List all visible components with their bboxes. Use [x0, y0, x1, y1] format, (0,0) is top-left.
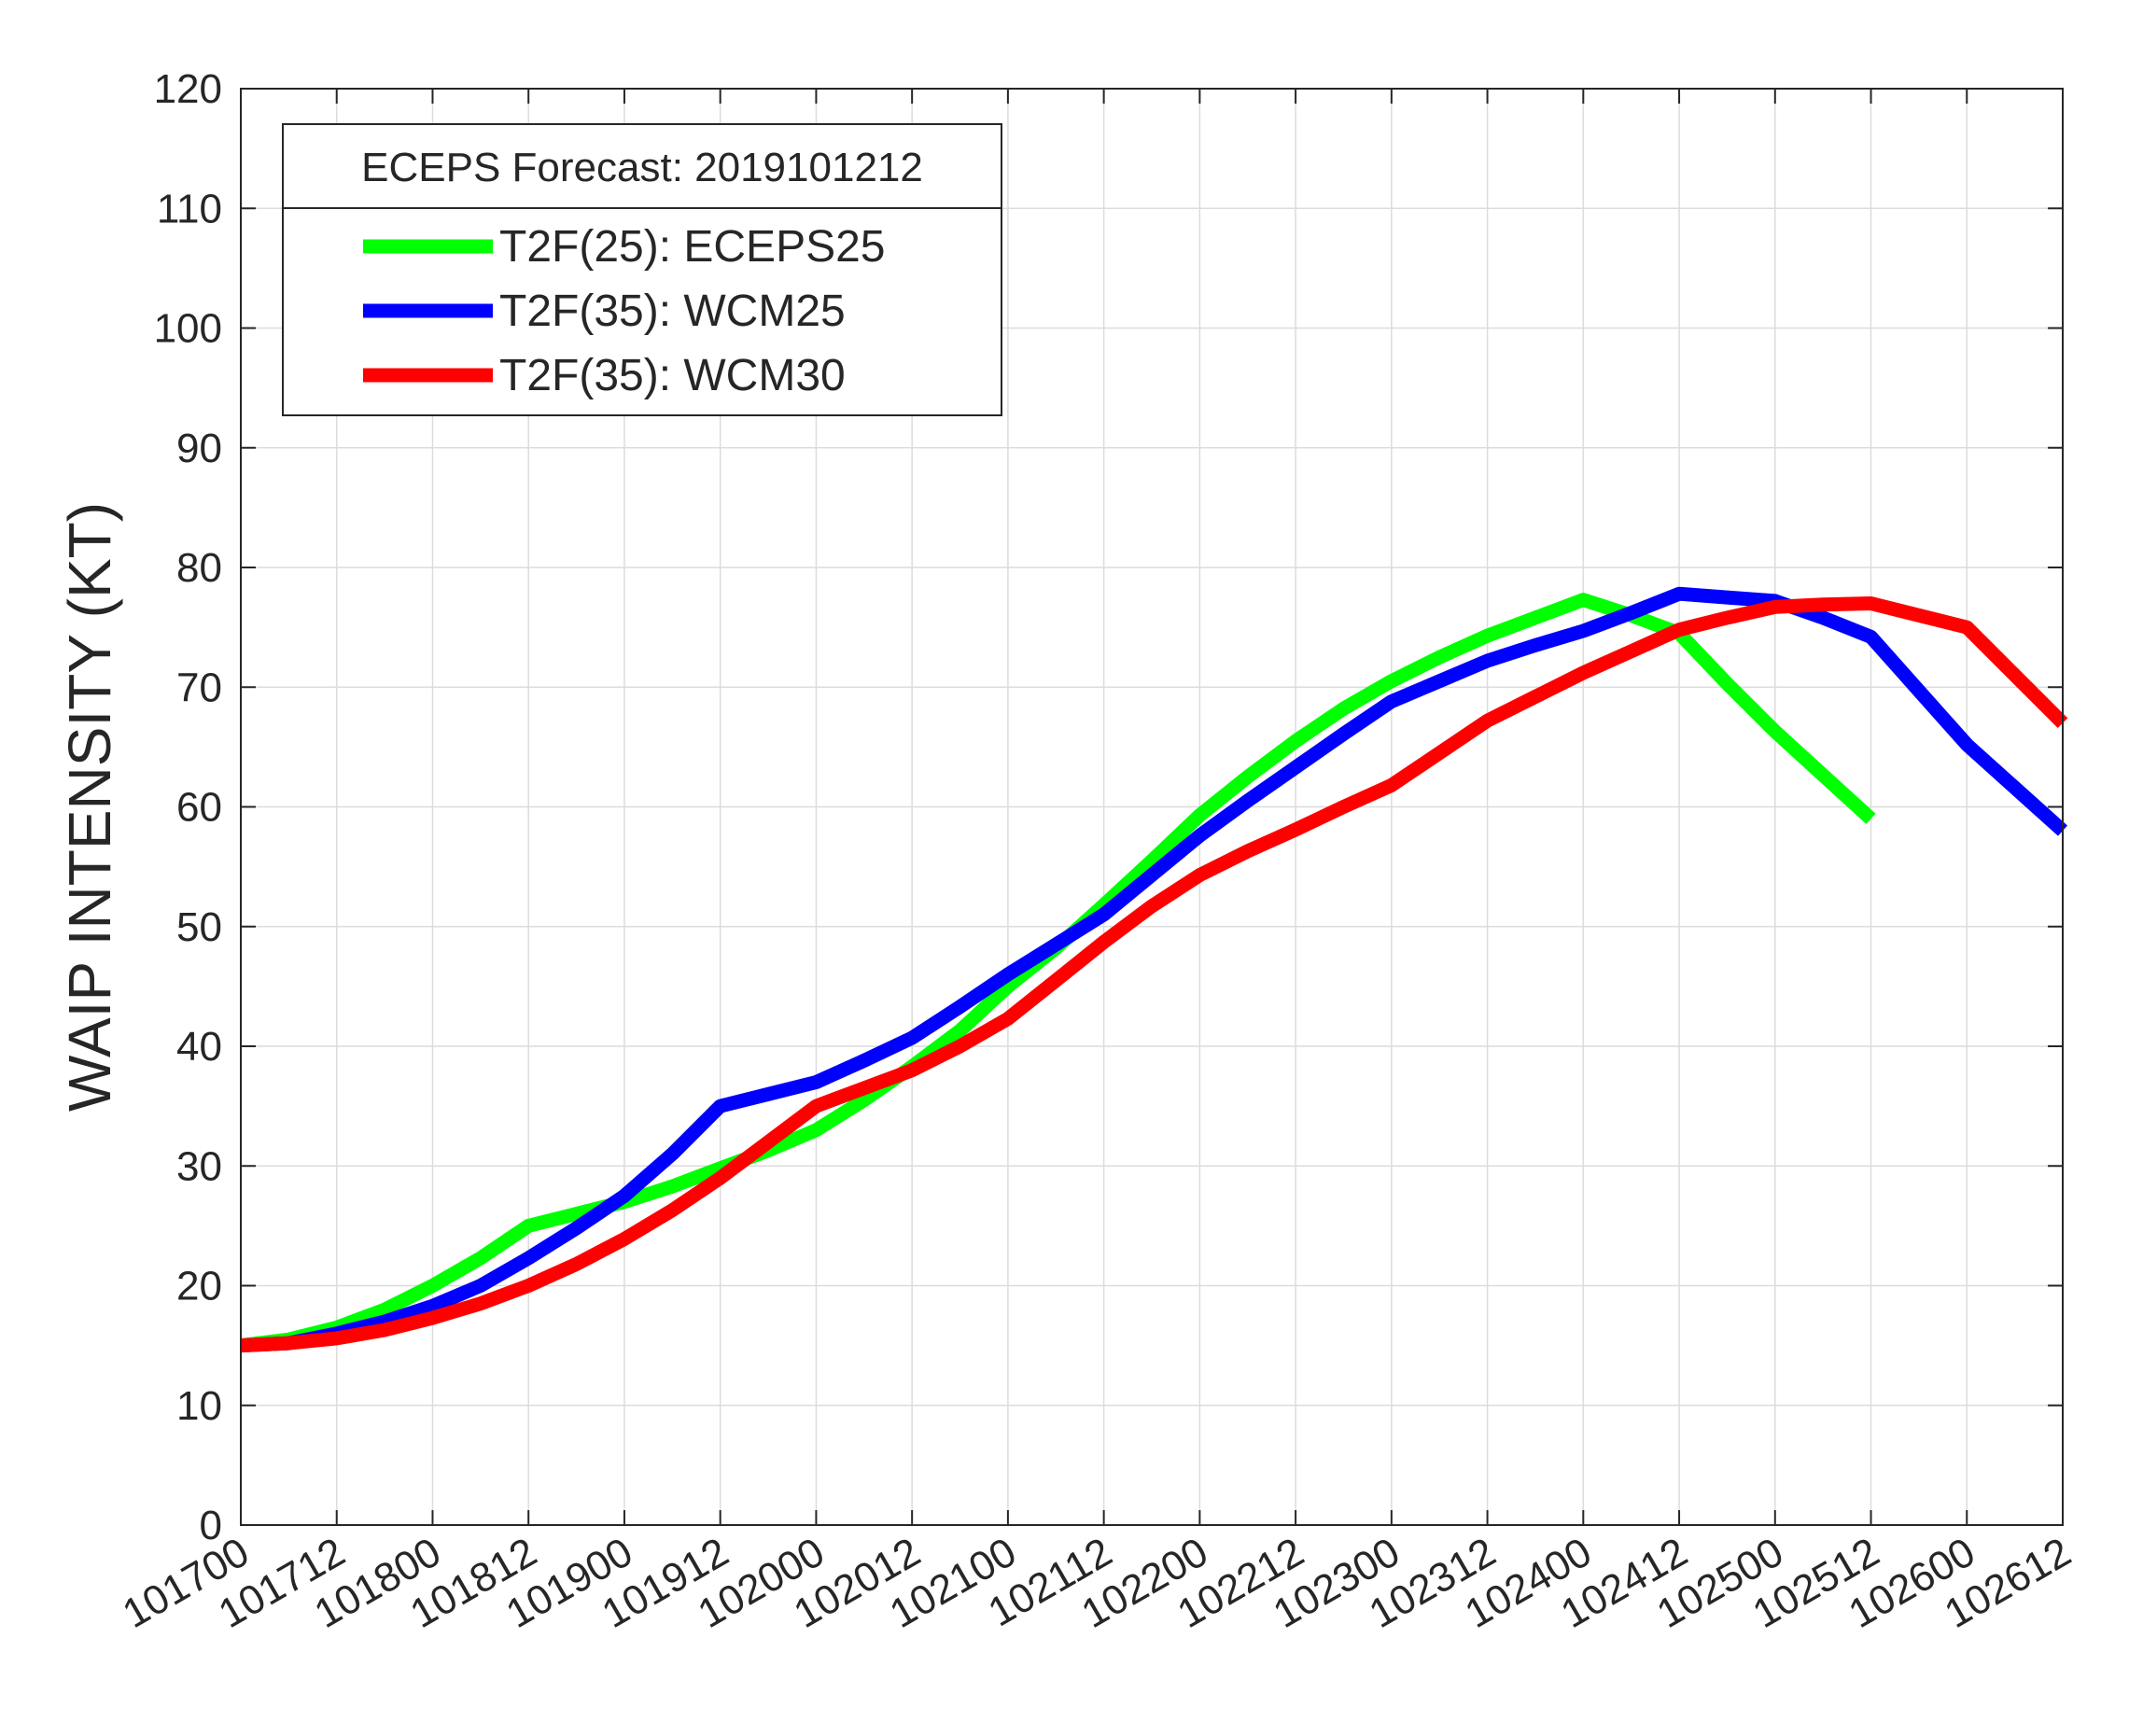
y-tick-label: 110: [157, 186, 222, 231]
legend-entry-label: T2F(25): ECEPS25: [499, 222, 885, 272]
series-lines: [240, 586, 2068, 1353]
legend: ECEPS Forecast: 2019101212 T2F(25): ECEP…: [282, 123, 1002, 416]
y-tick-label: 50: [176, 904, 222, 950]
y-axis-ticks: 0 10 20 30 40 50 60 70 80 90 100 110 120: [154, 66, 2063, 1548]
plot-frame: [240, 88, 2064, 1526]
series-line: [240, 596, 2068, 1353]
grid-lines: [241, 89, 2063, 1525]
y-tick-label: 60: [176, 785, 222, 831]
y-tick-label: 30: [176, 1143, 222, 1189]
y-tick-label: 80: [176, 545, 222, 591]
y-tick-label: 40: [176, 1024, 222, 1070]
series-line: [240, 586, 2068, 1353]
y-axis-label: WAIP INTENSITY (KT): [56, 502, 123, 1112]
y-tick-label: 90: [176, 426, 222, 471]
legend-title: ECEPS Forecast: 2019101212: [361, 145, 923, 190]
y-tick-label: 70: [176, 665, 222, 710]
legend-entry-label: T2F(35): WCM30: [499, 351, 846, 400]
legend-entry-label: T2F(35): WCM25: [499, 287, 846, 336]
y-tick-label: 20: [176, 1264, 222, 1309]
y-tick-label: 120: [154, 66, 222, 112]
y-tick-label: 10: [176, 1383, 222, 1429]
y-tick-label: 100: [154, 306, 222, 352]
legend-box: [282, 123, 1002, 416]
y-tick-label: 0: [200, 1503, 222, 1548]
